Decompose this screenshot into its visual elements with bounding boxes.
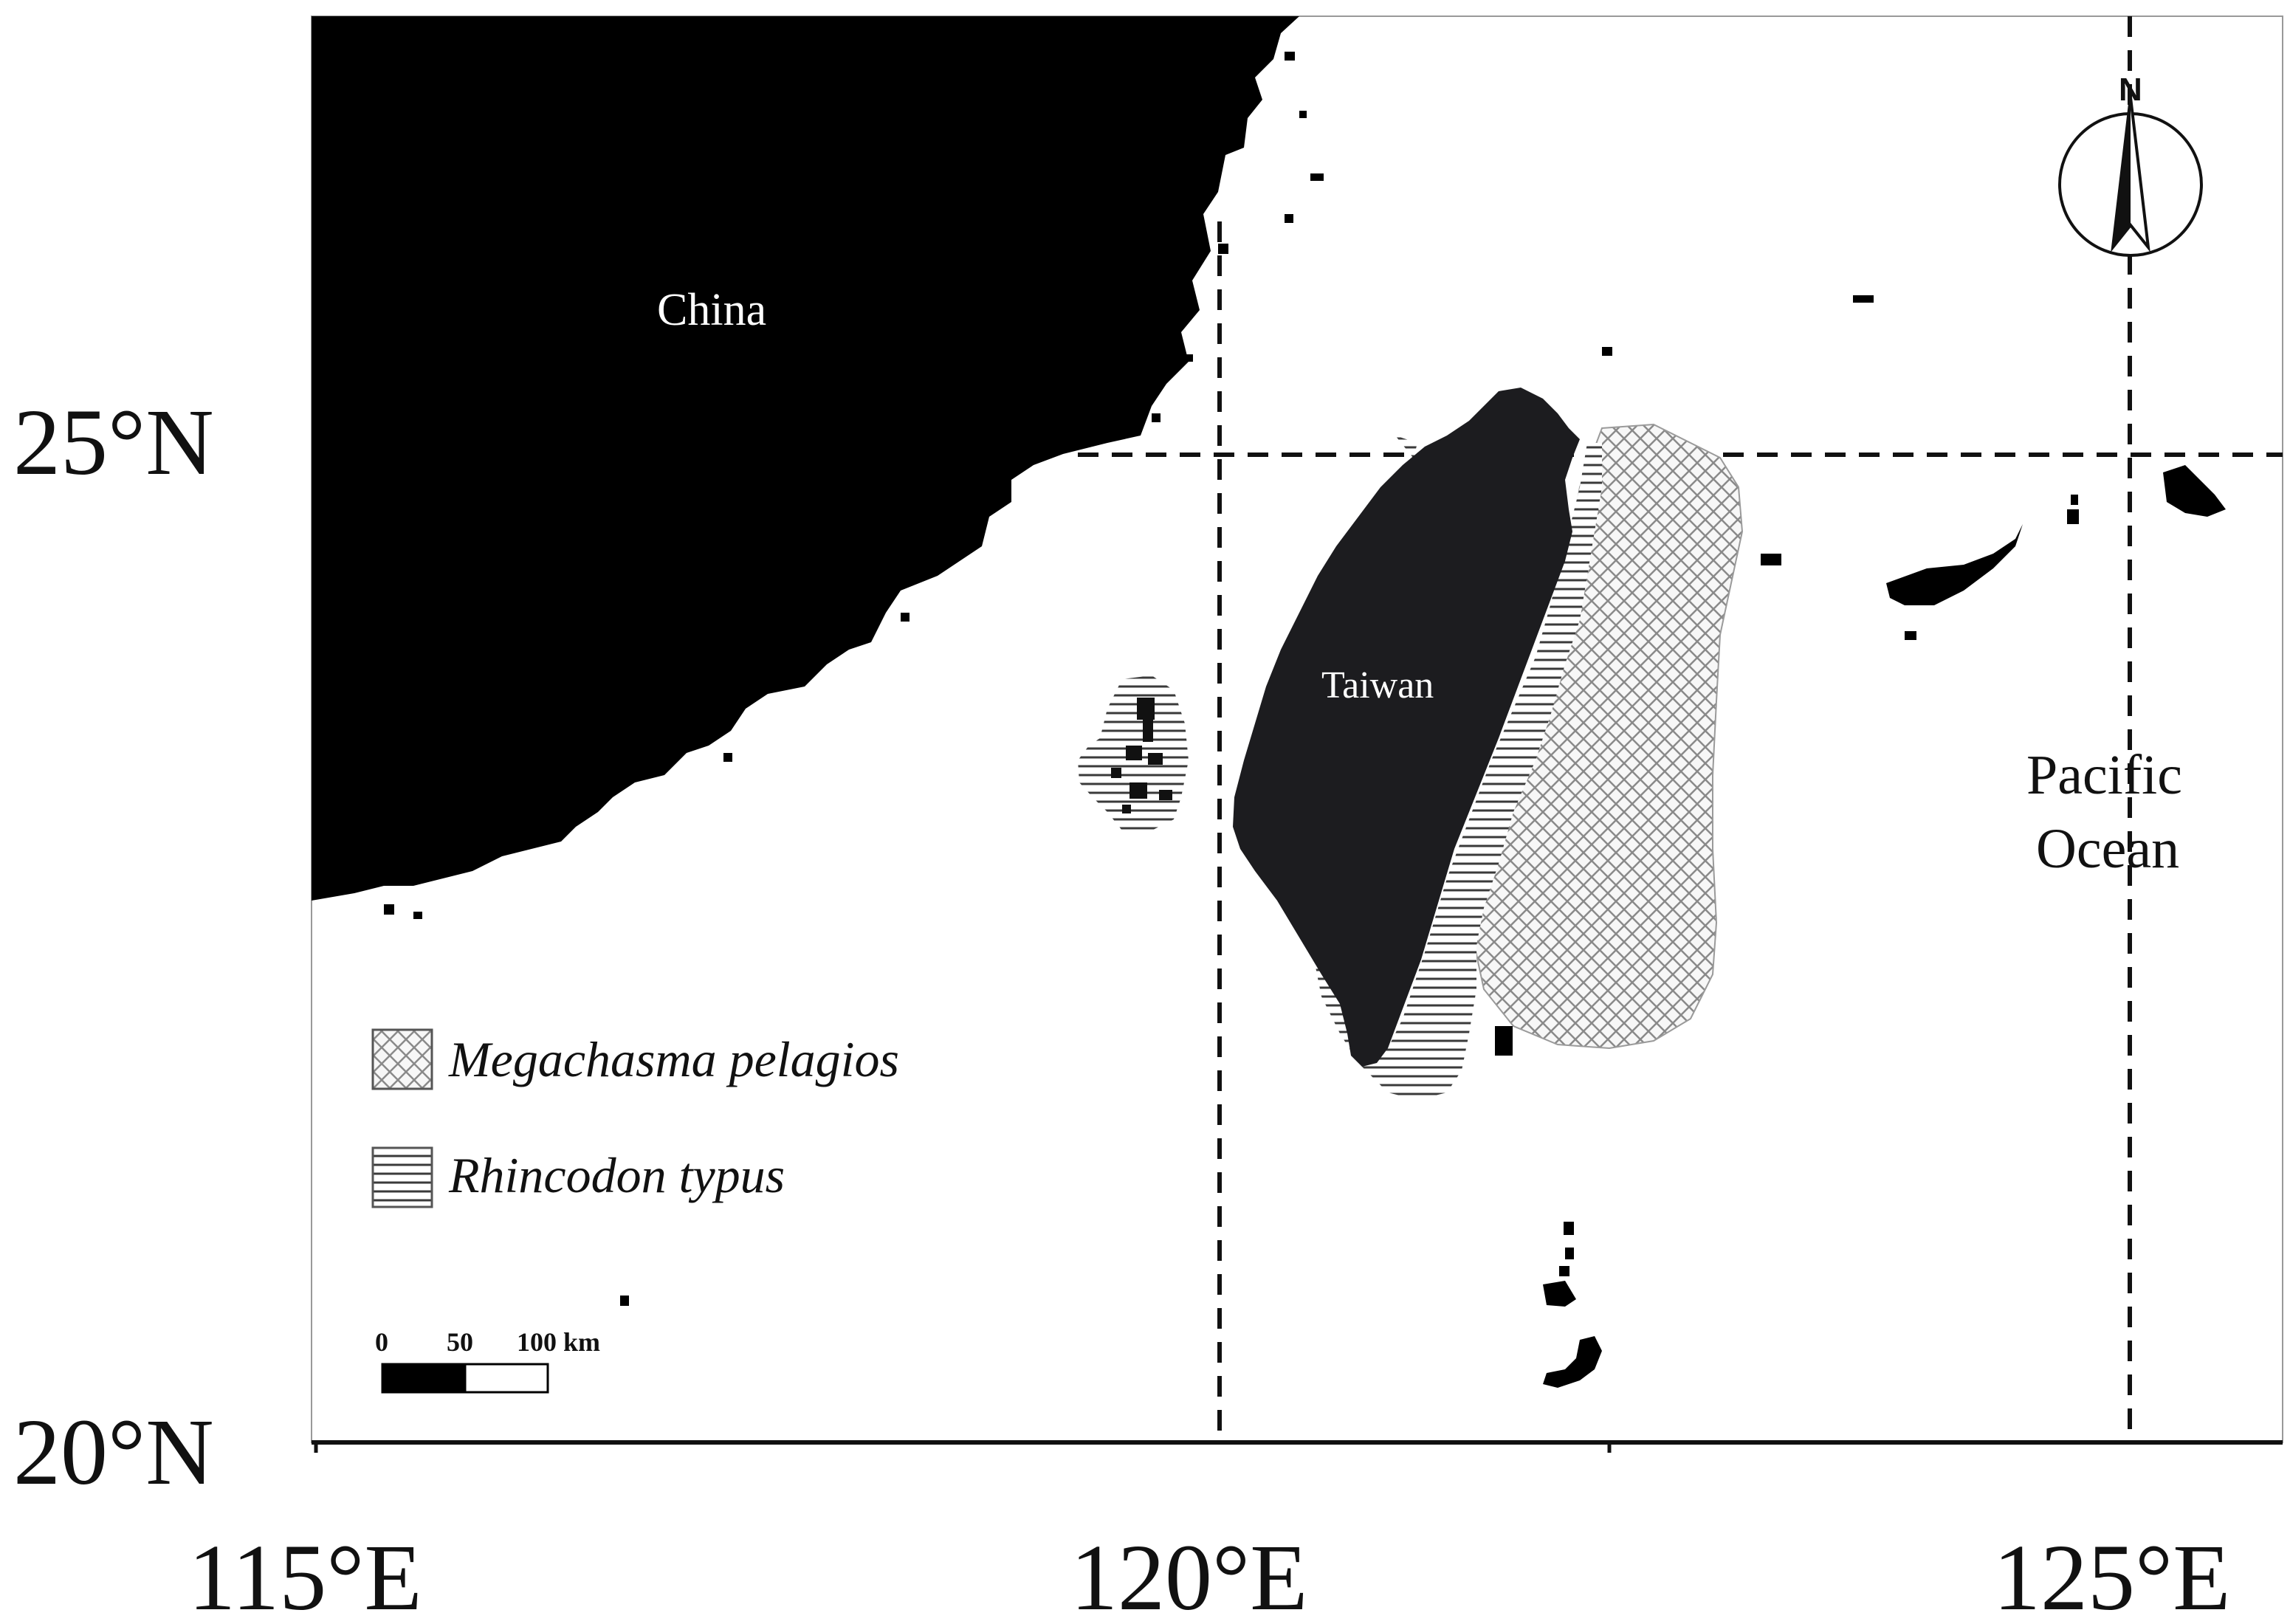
lat-label-20n: 20°N bbox=[13, 1400, 214, 1504]
north-arrow-icon: N bbox=[2058, 72, 2203, 257]
north-label: N bbox=[2119, 72, 2142, 108]
place-label-taiwan: Taiwan bbox=[1321, 664, 1434, 706]
legend-label-megachasma: Megachasma pelagios bbox=[448, 1031, 899, 1087]
scale-tick-0: 0 bbox=[375, 1327, 388, 1357]
eastern-islands bbox=[620, 295, 2226, 1306]
scale-tick-50: 50 bbox=[447, 1327, 473, 1357]
taiwan-island bbox=[1233, 388, 1580, 1067]
x-axis-ticks bbox=[314, 1442, 1612, 1453]
china-landmass bbox=[312, 16, 1299, 901]
legend: Megachasma pelagios Rhincodon typus bbox=[371, 1028, 899, 1208]
legend-swatch-megachasma bbox=[371, 1028, 433, 1090]
lat-label-25n: 25°N bbox=[13, 390, 214, 495]
lon-label-115e: 115°E bbox=[188, 1525, 422, 1624]
penghu-islands bbox=[1111, 698, 1172, 813]
scale-tick-100: 100 km bbox=[517, 1327, 600, 1357]
scale-bar: 0 50 100 km bbox=[375, 1327, 600, 1394]
legend-label-rhincodon: Rhincodon typus bbox=[448, 1147, 785, 1203]
lon-label-120e: 120°E bbox=[1070, 1525, 1307, 1624]
lon-label-125e: 125°E bbox=[1993, 1525, 2230, 1624]
legend-swatch-rhincodon bbox=[371, 1146, 433, 1208]
china-coastal-islands bbox=[384, 52, 1324, 919]
ocean-label-line1: Pacific bbox=[2026, 744, 2182, 806]
ocean-label-line2: Ocean bbox=[2036, 818, 2179, 880]
southern-islands bbox=[1543, 1222, 1602, 1388]
place-label-china: China bbox=[657, 285, 766, 335]
